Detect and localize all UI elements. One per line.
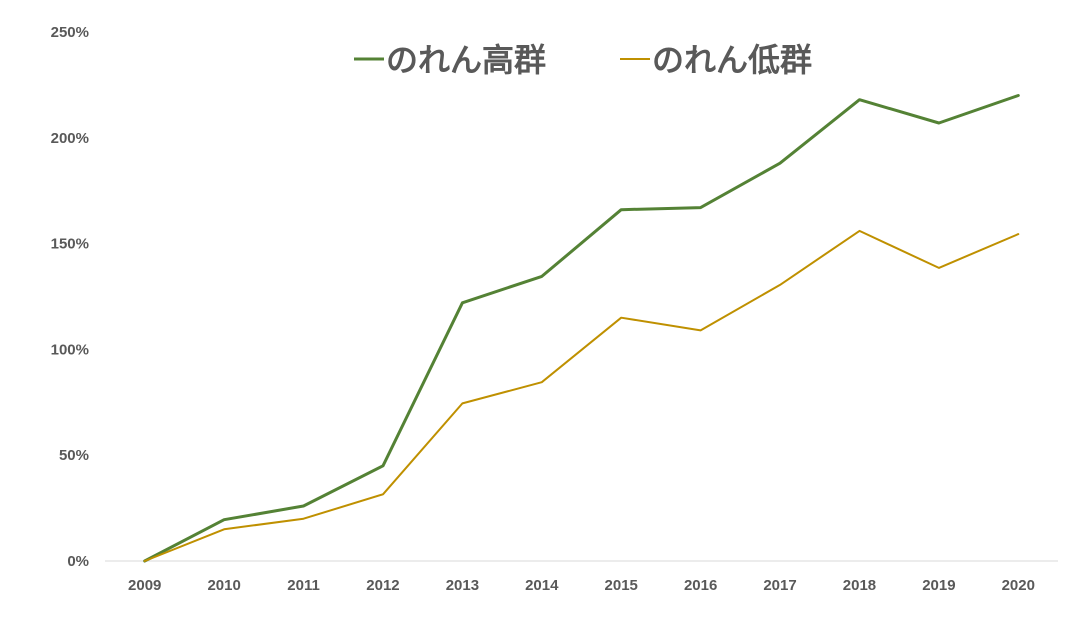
x-axis-tick-labels: 2009 2010 2011 2012 2013 2014 2015 2016 2017 2018… — [128, 577, 1035, 594]
x-tick-label: 2018 — [843, 577, 876, 594]
legend: のれん高群 のれん低群 — [354, 41, 812, 79]
y-tick-label: 50% — [59, 447, 89, 464]
x-tick-label: 2015 — [605, 577, 638, 594]
y-axis-tick-labels: 0% 50% 100% 150% 200% 250% — [51, 24, 89, 570]
x-tick-label: 2010 — [207, 577, 240, 594]
y-tick-label: 0% — [67, 553, 89, 570]
x-tick-label: 2009 — [128, 577, 161, 594]
x-tick-label: 2011 — [287, 577, 320, 594]
x-tick-label: 2019 — [922, 577, 955, 594]
x-tick-label: 2016 — [684, 577, 717, 594]
y-tick-label: 250% — [51, 24, 89, 41]
y-tick-label: 200% — [51, 130, 89, 147]
legend-label-low: のれん低群 — [652, 41, 812, 79]
x-tick-label: 2020 — [1002, 577, 1035, 594]
legend-label-high: のれん高群 — [386, 41, 546, 79]
series-lines — [143, 94, 1020, 563]
x-tick-label: 2014 — [525, 577, 559, 594]
series-line-high — [143, 94, 1020, 563]
series-line-low — [143, 229, 1020, 562]
x-tick-label: 2012 — [366, 577, 399, 594]
x-tick-label: 2017 — [763, 577, 796, 594]
x-tick-label: 2013 — [446, 577, 479, 594]
y-tick-label: 100% — [51, 341, 89, 358]
y-tick-label: 150% — [51, 236, 89, 253]
